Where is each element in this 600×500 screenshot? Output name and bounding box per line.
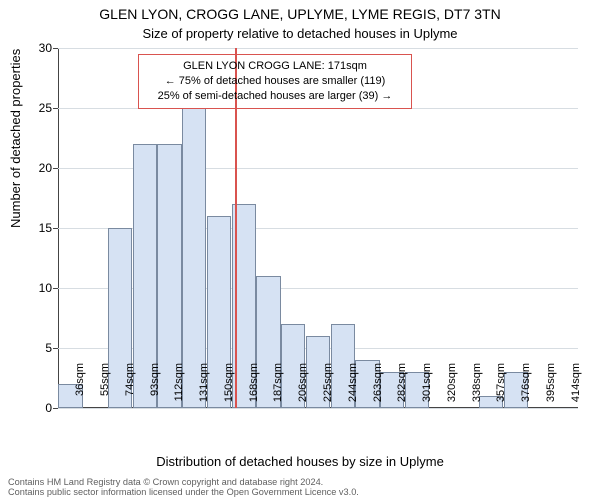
ytick-mark <box>53 48 58 49</box>
plot-area: 05101520253036sqm55sqm74sqm93sqm112sqm13… <box>58 48 578 408</box>
gridline <box>58 48 578 49</box>
footer-line-2: Contains public sector information licen… <box>8 487 359 497</box>
annotation-line-3: 25% of semi-detached houses are larger (… <box>145 89 405 104</box>
xtick-label: 187sqm <box>272 363 284 413</box>
ytick-mark <box>53 228 58 229</box>
xtick-label: 131sqm <box>198 363 210 413</box>
chart-title-main: GLEN LYON, CROGG LANE, UPLYME, LYME REGI… <box>0 6 600 22</box>
ytick-mark <box>53 288 58 289</box>
x-axis-title: Distribution of detached houses by size … <box>0 454 600 469</box>
ytick-label: 25 <box>22 101 52 115</box>
xtick-label: 225sqm <box>322 363 334 413</box>
footer-attribution: Contains HM Land Registry data © Crown c… <box>8 477 359 498</box>
ytick-label: 20 <box>22 161 52 175</box>
xtick-label: 55sqm <box>99 363 111 413</box>
xtick-label: 206sqm <box>297 363 309 413</box>
ytick-label: 0 <box>22 401 52 415</box>
xtick-label: 357sqm <box>495 363 507 413</box>
ytick-mark <box>53 168 58 169</box>
xtick-label: 263sqm <box>372 363 384 413</box>
xtick-label: 338sqm <box>471 363 483 413</box>
xtick-label: 376sqm <box>520 363 532 413</box>
xtick-label: 112sqm <box>173 363 185 413</box>
chart-title-sub: Size of property relative to detached ho… <box>0 26 600 41</box>
xtick-label: 36sqm <box>74 363 86 413</box>
xtick-label: 93sqm <box>149 363 161 413</box>
xtick-label: 168sqm <box>248 363 260 413</box>
ytick-label: 10 <box>22 281 52 295</box>
ytick-label: 5 <box>22 341 52 355</box>
xtick-label: 244sqm <box>347 363 359 413</box>
annotation-line-2: ← 75% of detached houses are smaller (11… <box>145 74 405 89</box>
xtick-label: 282sqm <box>396 363 408 413</box>
xtick-label: 301sqm <box>421 363 433 413</box>
xtick-label: 150sqm <box>223 363 235 413</box>
chart-container: GLEN LYON, CROGG LANE, UPLYME, LYME REGI… <box>0 0 600 500</box>
ytick-label: 30 <box>22 41 52 55</box>
xtick-label: 414sqm <box>570 363 582 413</box>
ytick-mark <box>53 408 58 409</box>
annotation-box: GLEN LYON CROGG LANE: 171sqm← 75% of det… <box>138 54 412 109</box>
xtick-label: 320sqm <box>446 363 458 413</box>
ytick-mark <box>53 348 58 349</box>
xtick-label: 395sqm <box>545 363 557 413</box>
ytick-mark <box>53 108 58 109</box>
xtick-label: 74sqm <box>124 363 136 413</box>
footer-line-1: Contains HM Land Registry data © Crown c… <box>8 477 323 487</box>
y-axis-label: Number of detached properties <box>8 49 23 228</box>
annotation-line-1: GLEN LYON CROGG LANE: 171sqm <box>145 59 405 74</box>
ytick-label: 15 <box>22 221 52 235</box>
